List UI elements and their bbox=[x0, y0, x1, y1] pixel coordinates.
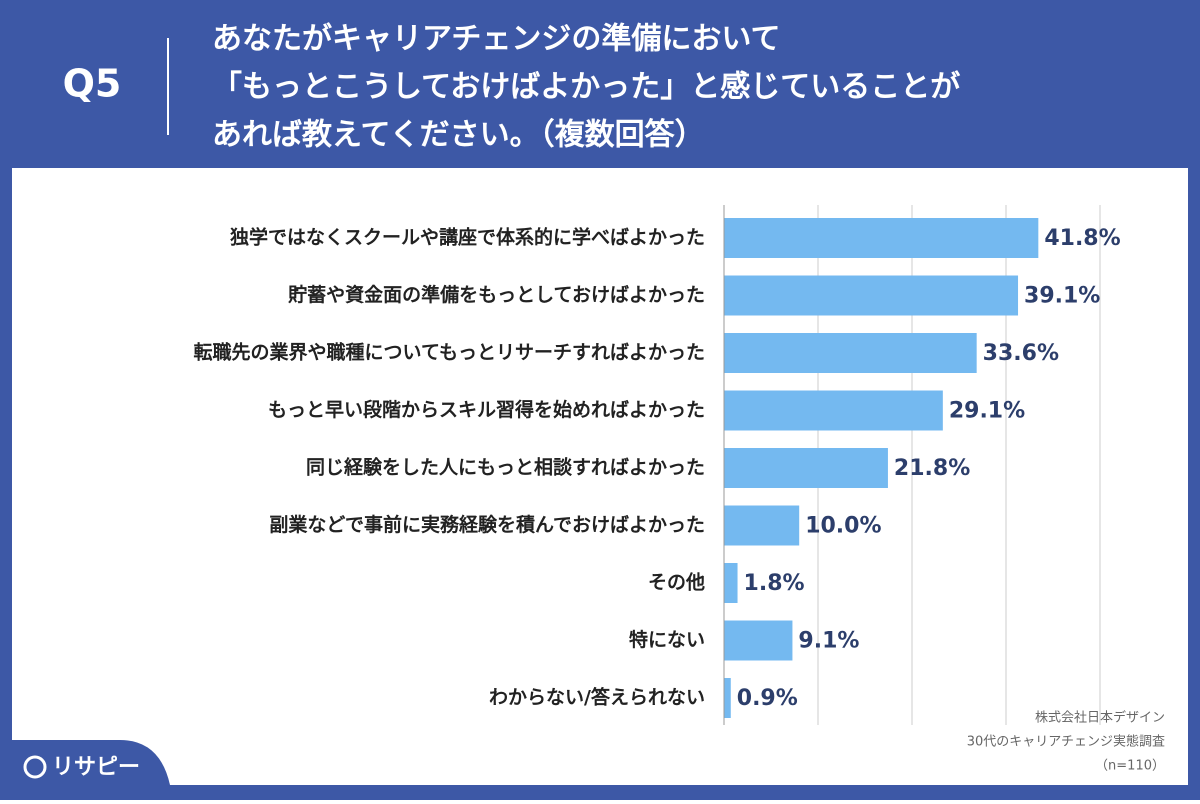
value-label: 29.1% bbox=[949, 399, 1025, 424]
bar bbox=[724, 563, 738, 603]
value-label: 1.8% bbox=[744, 571, 805, 596]
category-label: もっと早い段階からスキル習得を始めればよかった bbox=[268, 398, 705, 421]
bar bbox=[724, 390, 943, 431]
source-note: （n=110） bbox=[1095, 759, 1165, 774]
value-label: 41.8% bbox=[1044, 226, 1120, 251]
category-label: 副業などで事前に実務経験を積んでおけばよかった bbox=[269, 513, 705, 536]
category-label: わからない/答えられない bbox=[489, 686, 705, 709]
bar bbox=[724, 218, 1039, 258]
title-line: 「もっとこうしておけばよかった」と感じていることが bbox=[212, 70, 960, 105]
category-label: 同じ経験をした人にもっと相談すればよかった bbox=[306, 456, 705, 479]
value-label: 10.0% bbox=[805, 514, 881, 539]
category-label: 転職先の業界や職種についてもっとリサーチすればよかった bbox=[194, 341, 705, 364]
bar bbox=[724, 275, 1019, 316]
category-label: その他 bbox=[648, 571, 705, 594]
bar bbox=[724, 448, 888, 488]
category-label: 特にない bbox=[629, 629, 705, 651]
panel bbox=[12, 168, 1188, 785]
value-label: 33.6% bbox=[983, 341, 1059, 366]
question-number: Q5 bbox=[63, 62, 122, 106]
brand: リサピー bbox=[52, 755, 140, 780]
bar bbox=[724, 620, 793, 661]
brand-tab bbox=[0, 740, 170, 800]
source-note: 30代のキャリアチェンジ実態調査 bbox=[967, 734, 1165, 750]
category-label: 貯蓄や資金面の準備をもっとしておけばよかった bbox=[288, 283, 705, 306]
value-label: 9.1% bbox=[798, 629, 859, 654]
category-label: 独学ではなくスクールや講座で体系的に学べばよかった bbox=[230, 226, 705, 249]
bar bbox=[724, 505, 800, 546]
source-note: 株式会社日本デザイン bbox=[1035, 710, 1165, 726]
bar bbox=[724, 678, 731, 718]
brand-icon bbox=[23, 755, 47, 779]
title-line: あなたがキャリアチェンジの準備において bbox=[212, 22, 781, 57]
value-label: 39.1% bbox=[1024, 284, 1100, 309]
value-label: 21.8% bbox=[894, 456, 970, 481]
value-label: 0.9% bbox=[737, 686, 798, 711]
bar bbox=[724, 333, 977, 373]
title-line: あれば教えてください。（複数回答） bbox=[212, 118, 705, 153]
